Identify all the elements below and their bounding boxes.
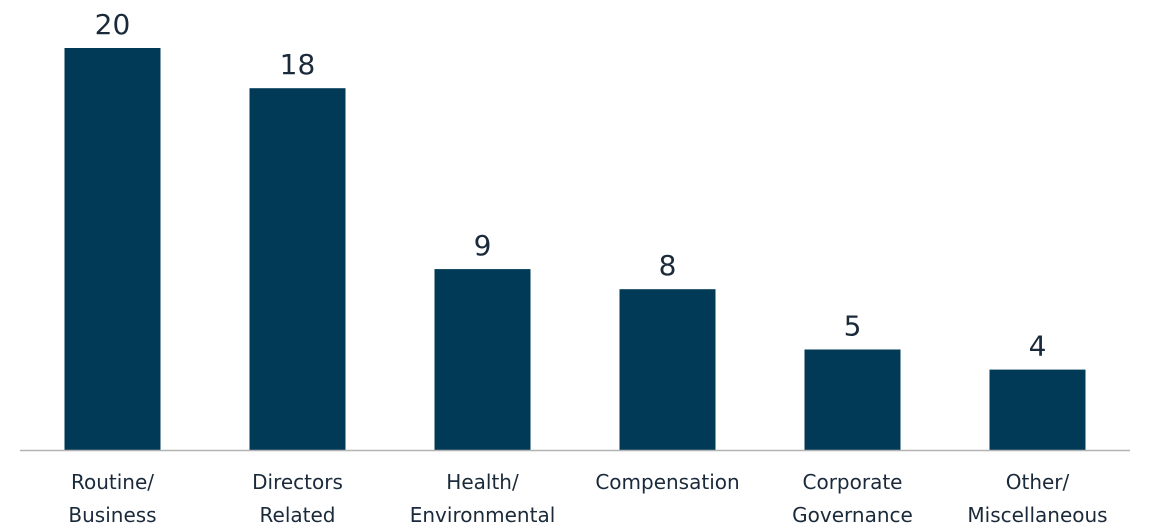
category-label-5-line-0: Other/ xyxy=(1006,470,1070,494)
category-label-2-line-0: Health/ xyxy=(446,470,519,494)
bar-4 xyxy=(804,349,901,450)
category-label-0-line-0: Routine/ xyxy=(71,470,154,494)
value-label-5: 4 xyxy=(1029,330,1047,363)
category-label-1-line-0: Directors xyxy=(252,470,343,494)
bar-1 xyxy=(249,88,346,450)
bar-2 xyxy=(434,269,531,450)
value-label-2: 9 xyxy=(474,229,492,262)
category-label-3: Compensation xyxy=(595,470,739,494)
bar-5 xyxy=(989,369,1086,450)
value-labels-group: 20 18 9 8 5 4 xyxy=(95,8,1047,363)
category-label-0-line-1: Business xyxy=(68,503,156,527)
category-label-5: Other/Miscellaneous xyxy=(967,470,1107,527)
value-label-1: 18 xyxy=(280,48,316,81)
value-label-3: 8 xyxy=(659,249,677,282)
category-label-2-line-1: Environmental xyxy=(410,503,556,527)
bar-3 xyxy=(619,289,716,450)
category-label-2: Health/Environmental xyxy=(410,470,556,527)
category-label-3-line-0: Compensation xyxy=(595,470,739,494)
value-label-0: 20 xyxy=(95,8,131,41)
category-label-4-line-0: Corporate xyxy=(803,470,903,494)
category-label-0: Routine/Business xyxy=(68,470,156,527)
value-label-4: 5 xyxy=(844,310,862,343)
category-label-1-line-1: Related xyxy=(260,503,336,527)
bar-0 xyxy=(64,48,161,450)
category-label-4: Corporate Governance xyxy=(792,470,913,527)
category-labels-group: Routine/Business Directors Related Health/E… xyxy=(68,470,1107,527)
category-label-1: Directors Related xyxy=(252,470,343,527)
category-label-5-line-1: Miscellaneous xyxy=(967,503,1107,527)
category-label-4-line-1: Governance xyxy=(792,503,913,527)
bars-group xyxy=(64,48,1086,450)
